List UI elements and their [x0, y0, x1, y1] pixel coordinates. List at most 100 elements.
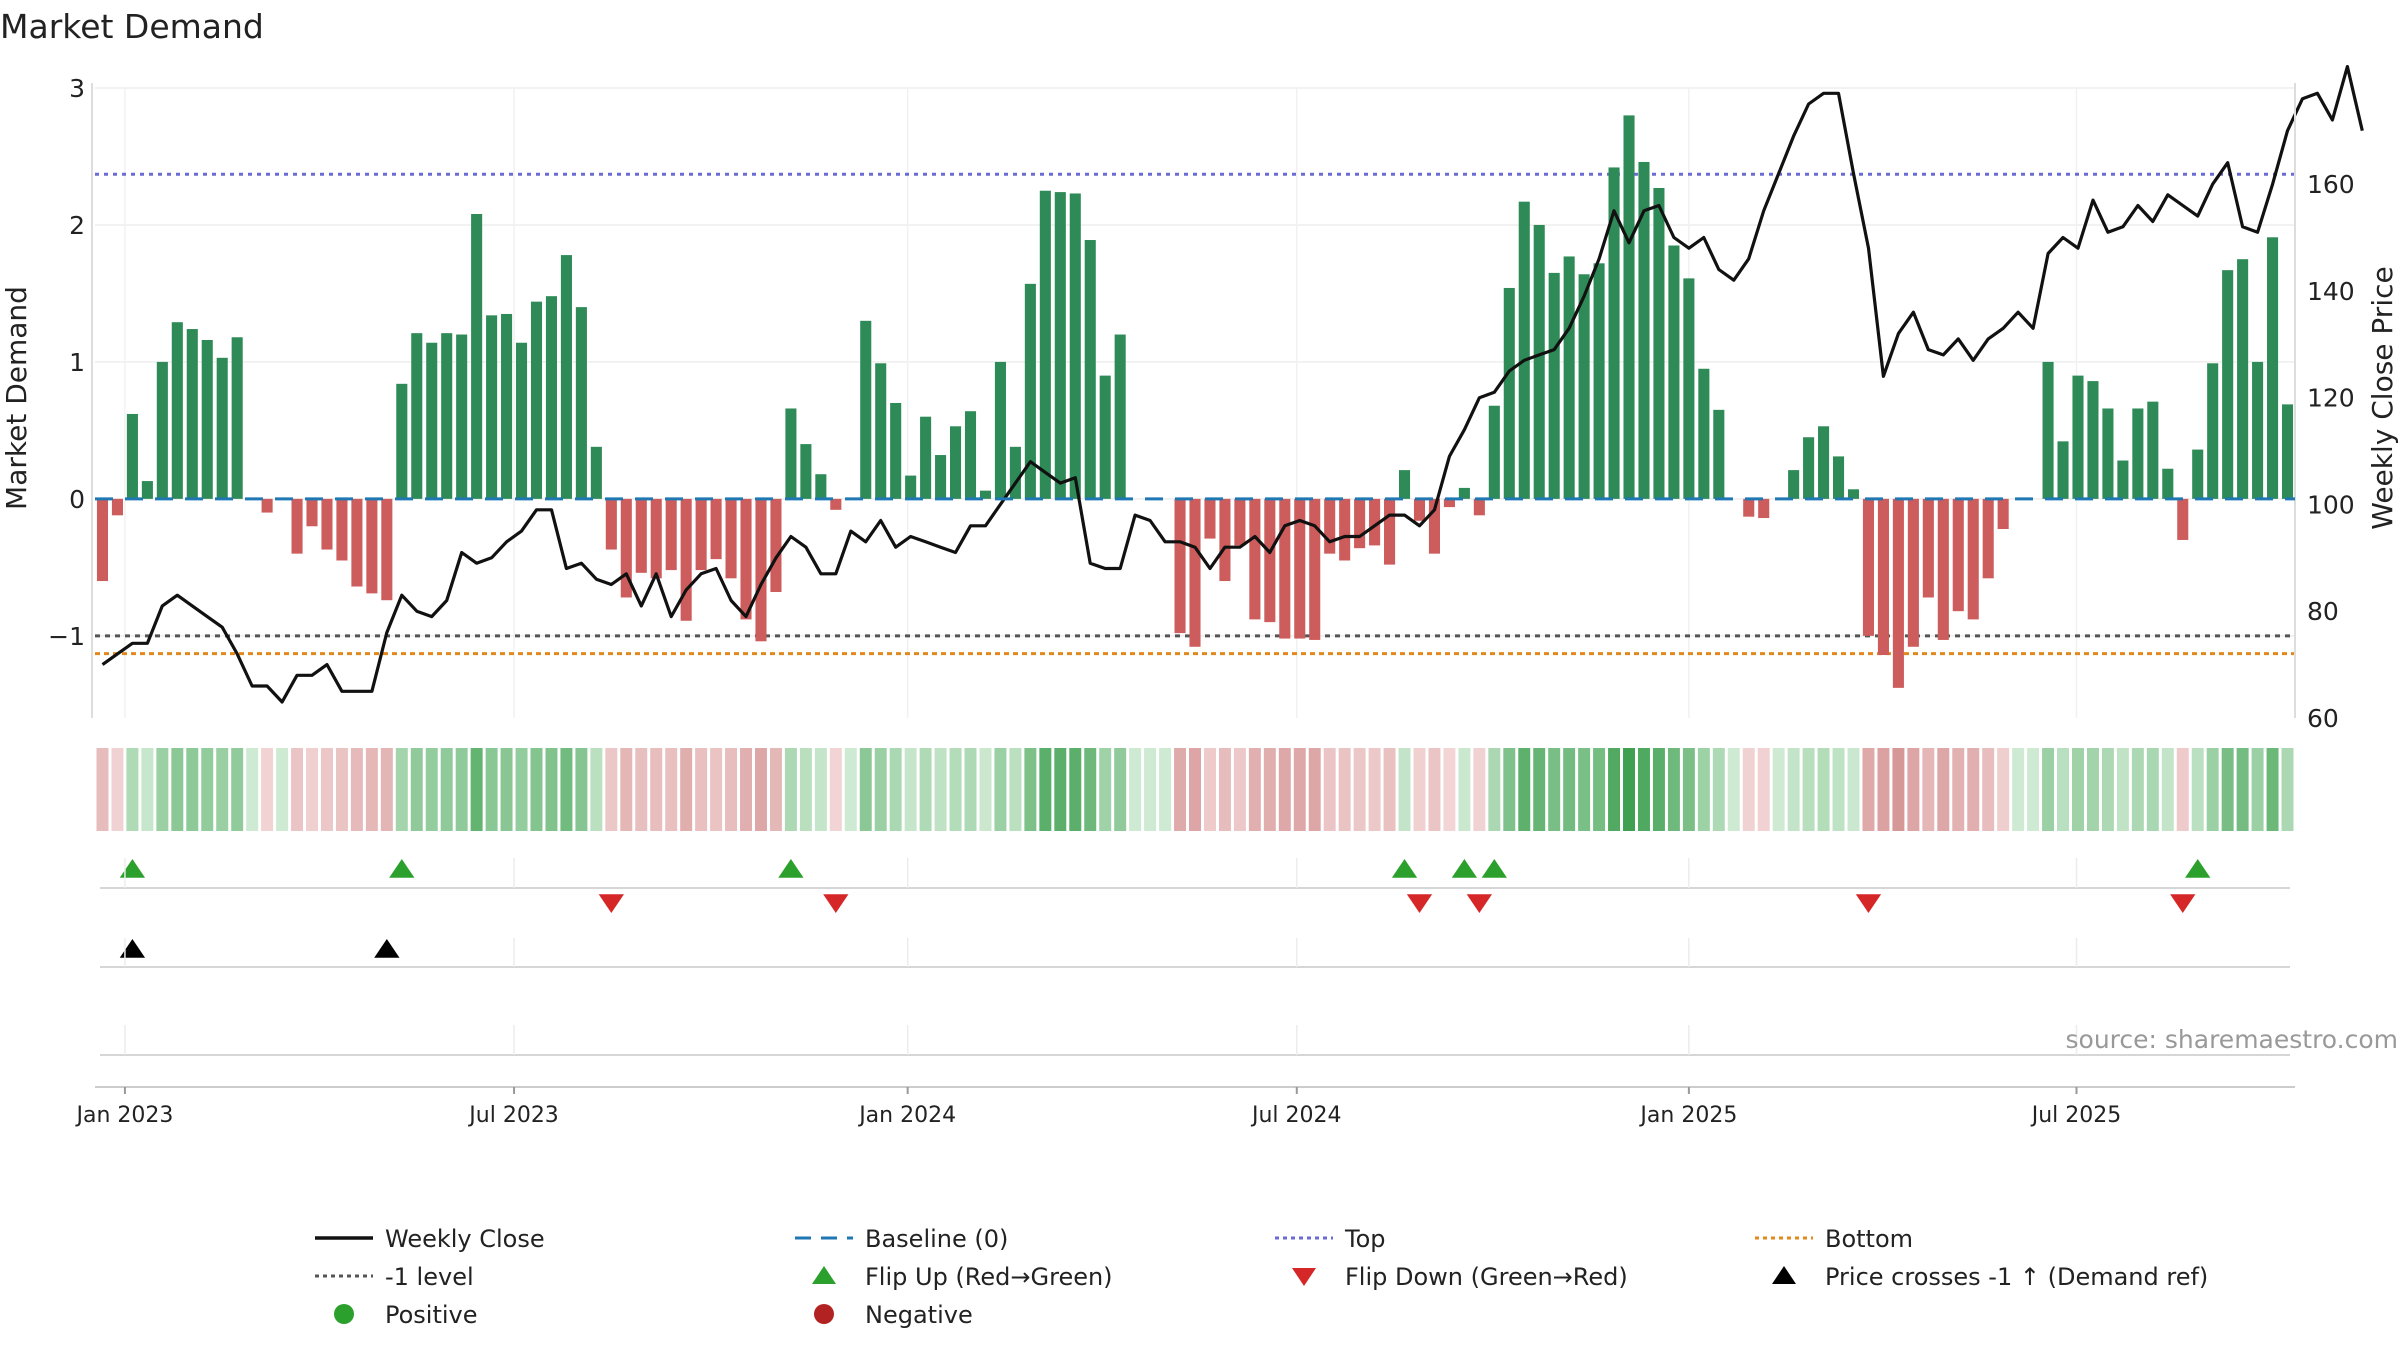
heat-cell [1787, 748, 1800, 831]
heat-cell [455, 748, 468, 831]
heat-cell [844, 748, 857, 831]
heat-cell [1368, 748, 1381, 831]
negative-bar [830, 498, 842, 510]
heat-cell [2072, 748, 2084, 831]
positive-bar [1099, 375, 1111, 499]
positive-bar [1398, 470, 1411, 499]
positive-bar [456, 334, 468, 499]
positive-bar [935, 455, 947, 499]
positive-bar [1818, 426, 1830, 499]
heat-cell [2042, 748, 2055, 831]
heat-cell [1248, 748, 1261, 831]
positive-bar [2102, 408, 2114, 499]
weekly-close-series [101, 64, 2364, 704]
heat-cell [1488, 748, 1501, 831]
heat-cell [1802, 748, 1815, 831]
heat-cell [291, 748, 304, 831]
heat-cell [1353, 748, 1366, 831]
positive-bar [964, 411, 977, 499]
heat-cell [1308, 748, 1321, 831]
heat-cell [725, 748, 738, 831]
heat-cell [605, 748, 618, 831]
heat-cell [186, 748, 199, 831]
heat-cell [919, 748, 932, 831]
negative-bar [650, 498, 662, 579]
positive-bar [1039, 190, 1051, 499]
negative-bar [1907, 498, 1919, 647]
x-tick-label: Jul 2025 [2030, 1103, 2122, 1128]
positive-bar [156, 361, 168, 499]
legend-item: -1 level [315, 1263, 474, 1291]
negative-bar [111, 498, 123, 516]
positive-bar [979, 490, 992, 499]
negative-bar [1877, 498, 1889, 655]
negative-bar [1189, 498, 1201, 647]
negative-bar [1279, 498, 1291, 639]
negative-bar [1354, 498, 1366, 549]
chart-title: Market Demand [0, 7, 264, 46]
heat-cell [665, 748, 678, 831]
positive-bar [2117, 460, 2129, 499]
heat-cell [1578, 748, 1591, 831]
legend-item: Negative [814, 1301, 973, 1329]
y-tick-label-right: 80 [2307, 597, 2339, 626]
heat-cell [1682, 748, 1695, 831]
heat-cell [276, 748, 289, 831]
heat-cell [1712, 748, 1725, 831]
heat-cell [216, 748, 229, 831]
heat-cell [485, 748, 498, 831]
legend-label: Price crosses -1 ↑ (Demand ref) [1825, 1263, 2208, 1291]
heat-cell [1862, 748, 1875, 831]
negative-bar [620, 498, 632, 598]
heat-cell [530, 748, 543, 831]
negative-bar [770, 498, 782, 592]
positive-bar [2267, 237, 2279, 499]
negative-bar [351, 498, 363, 587]
heat-cell [769, 748, 782, 831]
negative-bar [1324, 498, 1336, 554]
negative-bar [366, 498, 378, 594]
heat-cell [829, 748, 842, 831]
negative-bar [1294, 498, 1306, 639]
positive-bar [411, 333, 423, 499]
heat-cell [1997, 748, 2010, 831]
positive-bar [501, 313, 513, 499]
positive-bar [1653, 187, 1665, 499]
negative-bar [740, 498, 752, 620]
heat-cell [1772, 748, 1785, 831]
legend-item: Baseline (0) [795, 1225, 1008, 1253]
heat-cell [1697, 748, 1710, 831]
heat-cell [246, 748, 259, 831]
legend: Weekly Close Baseline (0) Top Bottom -1 leve… [315, 1225, 2208, 1329]
negative-bar [1369, 498, 1381, 546]
legend-label: -1 level [385, 1263, 474, 1291]
negative-bar [381, 498, 393, 601]
negative-bar [1413, 498, 1426, 521]
heat-cell [1398, 748, 1411, 831]
heat-cell [2191, 748, 2204, 831]
heat-cell [934, 748, 947, 831]
negative-bar [680, 498, 692, 621]
heat-cell [500, 748, 513, 831]
heat-cell [1338, 748, 1351, 831]
flip-up-marker [1451, 859, 1478, 878]
heat-cell [2116, 748, 2129, 831]
positive-bar [575, 307, 587, 499]
negative-bar [261, 498, 273, 513]
positive-bar [560, 255, 572, 499]
heat-cell [1473, 748, 1486, 831]
heat-cell [156, 748, 169, 831]
positive-bar [2237, 259, 2249, 499]
heat-cell [261, 748, 274, 831]
positive-bar [1563, 256, 1575, 499]
heat-cell [350, 748, 363, 831]
heat-cell [1847, 748, 1860, 831]
positive-bar [471, 214, 483, 499]
positive-bar [950, 426, 962, 499]
negative-bar [1862, 498, 1875, 636]
legend-label: Top [1344, 1225, 1386, 1253]
positive-bar [1069, 193, 1081, 499]
heat-cell [1174, 748, 1187, 831]
heat-cell [590, 748, 603, 831]
heat-cell [1039, 748, 1052, 831]
